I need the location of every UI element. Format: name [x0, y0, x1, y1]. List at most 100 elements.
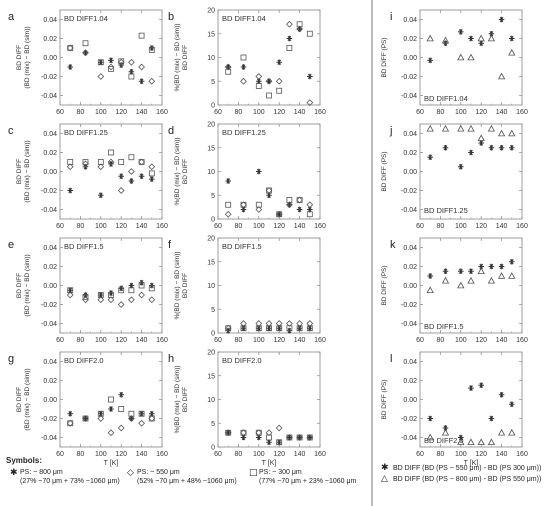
- marker-star: [296, 206, 303, 213]
- panel-annotation: BD DIFF2.0: [424, 436, 464, 445]
- marker-square: [128, 73, 135, 80]
- marker-diamond: [107, 429, 115, 437]
- marker-star: [509, 258, 515, 265]
- marker-square: [108, 292, 114, 298]
- x-tick-label: 140: [136, 451, 148, 458]
- marker-diamond: [306, 320, 314, 327]
- marker-square: [266, 92, 272, 99]
- marker-square: [306, 30, 313, 37]
- marker-star: [240, 64, 247, 70]
- x-tick-label: 140: [496, 109, 508, 116]
- panel-annotation: BD DIFF1.04: [424, 94, 468, 103]
- legend-star-line1: PS: ~ 800 μm: [20, 469, 63, 476]
- marker-diamond: [148, 163, 156, 171]
- x-tick-label: 60: [56, 223, 64, 230]
- marker-square: [296, 197, 303, 203]
- panel-h: 60 80 100 120 140 160 0 5 10 15 20 h BD DIFF2.0 %(BD …: [168, 350, 326, 468]
- marker-square: [240, 54, 247, 61]
- x-tick-label: 100: [455, 109, 467, 116]
- x-tick-label: 60: [56, 109, 64, 116]
- x-tick-label: 100: [253, 451, 265, 458]
- marker-square: [276, 439, 283, 446]
- y-tick-label: 0.02: [43, 378, 57, 385]
- marker-diamond: [255, 206, 263, 213]
- panel-k: 60 80 100 120 140 160 -0.04 -0.02 0.00 0.02 0.04 k B…: [381, 237, 528, 344]
- y-tick-label: 0.02: [403, 150, 417, 157]
- plot-frame: [217, 351, 321, 448]
- marker-star: [82, 415, 89, 422]
- marker-square: [138, 410, 145, 417]
- marker-square: [148, 170, 155, 177]
- marker-triangle: [441, 36, 450, 44]
- x-tick-label: 160: [314, 109, 326, 116]
- marker-diamond: [138, 158, 145, 166]
- marker-star: [427, 57, 433, 64]
- marker-diamond: [117, 187, 125, 194]
- marker-triangle: [497, 428, 506, 436]
- x-tick-label: 120: [273, 451, 285, 458]
- marker-triangle: [508, 272, 516, 279]
- marker-diamond: [224, 63, 232, 71]
- x-tick-label: 80: [77, 337, 85, 344]
- marker-star: [427, 154, 433, 161]
- panel-letter: e: [8, 239, 14, 251]
- marker-diamond: [66, 291, 74, 299]
- legend-diamond-marker: ◇: [127, 468, 134, 478]
- marker-diamond: [240, 320, 247, 327]
- marker-square: [306, 211, 313, 218]
- marker-triangle: [508, 129, 516, 137]
- marker-diamond: [286, 320, 293, 327]
- x-tick-label: 140: [294, 109, 306, 116]
- marker-star: [266, 78, 272, 85]
- marker-diamond: [306, 99, 314, 106]
- marker-diamond: [128, 415, 135, 422]
- marker-triangle: [487, 34, 496, 42]
- panel-letter: h: [168, 353, 174, 365]
- x-tick-label: 80: [235, 109, 243, 116]
- marker-diamond: [97, 73, 105, 80]
- x-tick-label: 80: [77, 451, 85, 458]
- panel-letter: c: [8, 125, 14, 137]
- panel-i: 60 80 100 120 140 160 -0.04 -0.02 0.00 0.02 0.04 i B…: [381, 9, 528, 116]
- marker-star: [442, 144, 449, 151]
- y-tick-label: 5: [211, 421, 215, 428]
- y-tick-label: 0.00: [43, 55, 57, 62]
- panel-e: 60 80 100 120 140 160-0.04-0.020.000.020.04e B…: [8, 237, 168, 344]
- plot-frame: [419, 9, 523, 106]
- marker-square: [148, 285, 155, 292]
- y-axis-label-line: %(BD (mix) − BD (sim)): [174, 23, 181, 91]
- marker-triangle: [508, 428, 516, 436]
- y-axis-label-line: (BD (mix) − BD (sim)): [24, 368, 31, 430]
- marker-star: [118, 391, 124, 398]
- marker-triangle: [487, 438, 496, 446]
- panel-a: 60 80 100 120 140 160-0.04-0.020.000.020.04a B…: [8, 9, 168, 116]
- marker-star: [458, 268, 464, 275]
- panel-letter: l: [390, 353, 392, 365]
- x-tick-label: 120: [115, 337, 127, 344]
- x-tick-label: 120: [273, 109, 285, 116]
- x-tick-label: 120: [273, 337, 285, 344]
- marker-star: [442, 268, 449, 275]
- y-tick-label: 0.00: [403, 55, 417, 62]
- marker-triangle: [457, 53, 465, 61]
- marker-square: [240, 201, 247, 208]
- marker-square: [67, 159, 74, 165]
- x-tick-label: 80: [437, 109, 445, 116]
- y-axis-label: %(BD (mix) − BD (sim))BD DIFF: [174, 365, 189, 433]
- marker-star: [307, 73, 313, 80]
- y-tick-label: -0.02: [401, 302, 417, 309]
- marker-diamond: [306, 201, 314, 209]
- y-axis-label-line: %(BD (mix) − BD (sim)): [174, 365, 181, 433]
- marker-square: [128, 154, 135, 161]
- y-tick-label: 0.02: [403, 36, 417, 43]
- panel-l: 60 80 100 120 140 160 -0.04 -0.02 0.00 0.02 0.04 l B…: [381, 351, 528, 467]
- panel-j: 60 80 100 120 140 160 -0.04 -0.02 0.00 0.02 0.04 j B…: [381, 123, 528, 230]
- legend-title: Symbols:: [6, 456, 43, 465]
- x-tick-label: 160: [314, 337, 326, 344]
- y-tick-label: 5: [211, 193, 215, 200]
- x-tick-label: 100: [253, 337, 265, 344]
- y-tick-label: -0.04: [401, 321, 417, 328]
- x-tick-label: 160: [156, 337, 168, 344]
- x-tick-label: 160: [156, 223, 168, 230]
- x-tick-label: 160: [314, 223, 326, 230]
